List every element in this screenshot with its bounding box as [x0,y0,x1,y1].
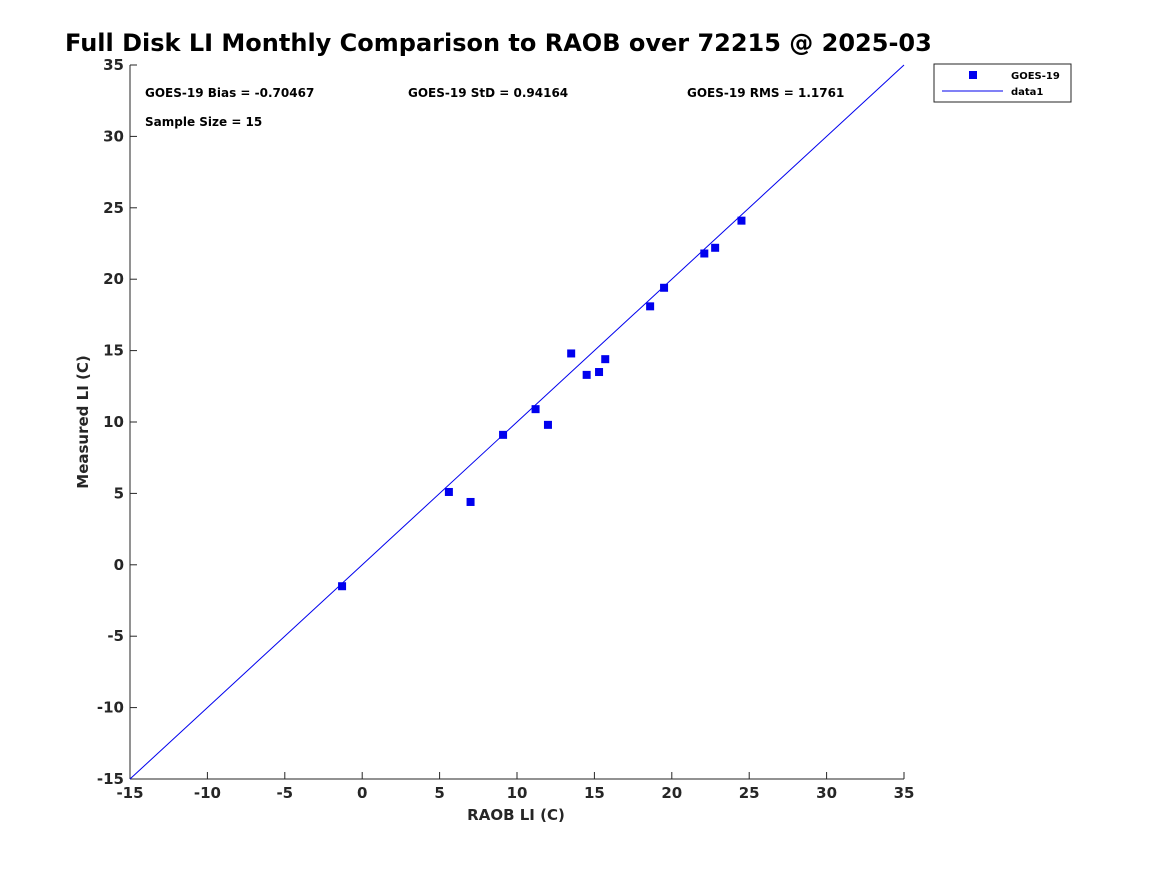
x-tick-label: -10 [194,784,221,802]
x-tick-label: 35 [894,784,915,802]
goes19-data-point [595,368,604,377]
x-tick-label: 15 [584,784,605,802]
y-tick-label: -15 [97,770,124,788]
x-tick-label: -15 [116,784,143,802]
goes19-data-point [466,497,475,506]
series-goes19-points [338,216,746,591]
y-tick-label: 25 [103,199,124,217]
rms-annotation: GOES-19 RMS = 1.1761 [687,86,844,100]
goes19-data-point [531,405,540,414]
x-tick-label: 30 [816,784,837,802]
legend-box [933,63,1072,103]
y-tick-label: 20 [103,270,124,288]
data1-line [129,64,905,780]
legend: GOES-19 data1 [933,63,1072,103]
goes19-data-point [567,349,576,358]
bias-annotation: GOES-19 Bias = -0.70467 [145,86,314,100]
goes19-data-point [711,243,720,252]
x-tick-label: 0 [357,784,367,802]
goes19-data-point [737,216,746,225]
goes19-data-point [338,582,347,591]
x-tick-label: 10 [507,784,528,802]
y-tick-label: -10 [97,699,124,717]
series-data1-line [129,64,905,780]
goes19-data-point [543,420,552,429]
x-tick-label: 20 [661,784,682,802]
y-axis-label: Measured LI (C) [74,355,92,488]
axes: -15 -10 -5 0 5 10 15 20 25 30 35 -15 -10 -5 0 5 10 15 20 2… [97,56,915,802]
goes19-data-point [646,302,655,311]
chart-title: Full Disk LI Monthly Comparison to RAOB … [65,29,932,57]
y-tick-label: 5 [114,484,124,502]
sample-size-annotation: Sample Size = 15 [145,115,262,129]
y-tick-label: 30 [103,127,124,145]
stats-annotations: GOES-19 Bias = -0.70467 GOES-19 StD = 0.… [145,86,844,129]
std-annotation: GOES-19 StD = 0.94164 [408,86,568,100]
y-ticks: -15 -10 -5 0 5 10 15 20 25 30 35 [97,56,137,788]
goes19-data-point [499,430,508,439]
goes19-data-point [444,487,453,496]
x-tick-label: 25 [739,784,760,802]
y-tick-label: -5 [107,627,124,645]
goes19-data-point [660,283,669,292]
y-tick-label: 35 [103,56,124,74]
x-tick-label: -5 [276,784,293,802]
y-tick-label: 0 [114,556,124,574]
x-axis-label: RAOB LI (C) [467,806,565,824]
x-ticks: -15 -10 -5 0 5 10 15 20 25 30 35 [116,772,914,802]
goes19-data-point [700,249,709,258]
goes19-data-point [582,370,591,379]
legend-label-data1: data1 [1011,87,1043,98]
y-tick-label: 15 [103,342,124,360]
legend-marker-goes19 [969,71,977,79]
y-tick-label: 10 [103,413,124,431]
legend-label-goes19: GOES-19 [1011,71,1060,82]
goes19-data-point [601,355,610,364]
x-tick-label: 5 [434,784,444,802]
